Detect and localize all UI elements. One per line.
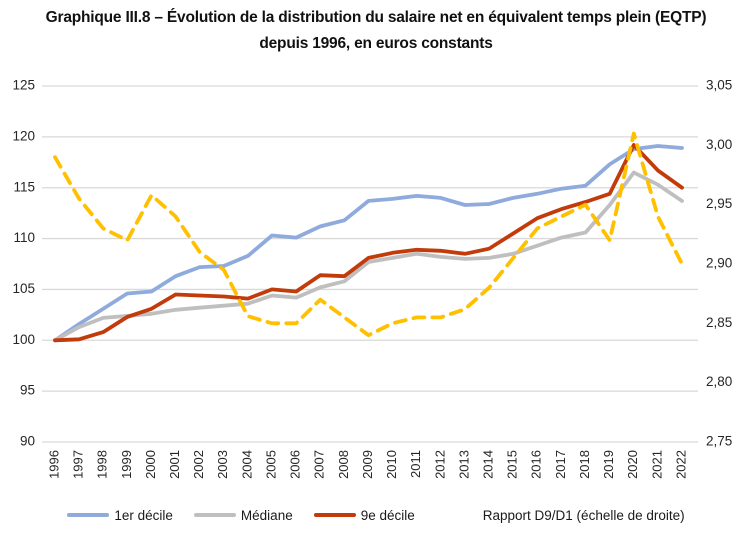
- left-axis-tick-label: 115: [13, 179, 35, 194]
- x-axis-tick-label: 2012: [432, 450, 447, 479]
- x-axis-tick-label: 2015: [505, 450, 520, 479]
- series-line-m-diane: [53, 170, 684, 343]
- x-axis-tick-label: 2000: [143, 450, 158, 479]
- x-axis-tick-label: 2004: [239, 450, 254, 479]
- right-axis-tick-label: 3,00: [706, 137, 732, 152]
- legend-item-9e-d-cile: 9e décile: [313, 507, 415, 523]
- left-axis-tick-label: 125: [12, 78, 35, 93]
- x-axis-tick-label: 2014: [481, 450, 496, 479]
- right-axis-tick-label: 2,90: [706, 256, 732, 271]
- x-axis-tick-label: 1996: [46, 450, 61, 479]
- legend-item-rapport-d9-d1-chelle-de-droite: Rapport D9/D1 (échelle de droite): [436, 508, 685, 523]
- chart-title: Graphique III.8 – Évolution de la distri…: [0, 5, 752, 57]
- left-axis-tick-label: 120: [12, 128, 35, 143]
- series-line-9e-d-cile: [53, 143, 684, 343]
- legend-swatch-1er-d-cile: [67, 513, 110, 517]
- left-axis-tick-label: 110: [13, 230, 35, 245]
- x-axis-tick-label: 2019: [601, 450, 616, 479]
- legend-swatch-rapport-d9-d1-chelle-de-droite: [436, 513, 478, 517]
- x-axis-tick-label: 2008: [336, 450, 351, 479]
- x-axis-tick-label: 2013: [456, 450, 471, 479]
- x-axis-tick-label: 2007: [312, 450, 327, 479]
- legend-label: Médiane: [240, 507, 293, 523]
- left-axis-tick-label: 95: [20, 383, 35, 398]
- legend-label: 1er décile: [114, 507, 173, 523]
- x-axis-tick-label: 2005: [263, 450, 278, 479]
- right-axis-tick-label: 3,05: [706, 78, 732, 93]
- legend: 1er décile Médiane 9e décile Rapport D9/D1 …: [0, 502, 752, 528]
- x-axis-tick-label: 2018: [577, 450, 592, 479]
- left-axis-tick-label: 90: [20, 434, 35, 449]
- right-axis-tick-label: 2,75: [706, 434, 732, 449]
- x-axis-tick-label: 2009: [360, 450, 375, 479]
- right-axis-tick-label: 2,95: [706, 196, 732, 211]
- right-axis-tick-label: 2,85: [706, 315, 732, 330]
- x-axis-tick-label: 2003: [215, 450, 230, 479]
- x-axis-tick-label: 2002: [191, 450, 206, 479]
- x-axis-tick-label: 1997: [71, 450, 86, 479]
- left-axis-tick-label: 100: [12, 332, 35, 347]
- chart-title-line2: depuis 1996, en euros constants: [259, 35, 493, 52]
- right-axis-tick-label: 2,80: [706, 374, 732, 389]
- legend-swatch-m-diane: [193, 513, 236, 517]
- x-axis-tick-label: 2017: [553, 450, 568, 479]
- series-line-1er-d-cile: [53, 144, 684, 343]
- legend-swatch-9e-d-cile: [313, 513, 356, 517]
- left-axis-tick-label: 105: [12, 281, 35, 296]
- x-axis-tick-label: 2010: [384, 450, 399, 479]
- legend-item-1er-d-cile: 1er décile: [67, 508, 173, 523]
- legend-label: 9e décile: [360, 507, 415, 523]
- x-axis-tick-label: 2011: [408, 450, 423, 478]
- chart-title-line1: Graphique III.8 – Évolution de la distri…: [45, 9, 707, 26]
- x-axis-tick-label: 1999: [119, 450, 134, 479]
- legend-item-m-diane: Médiane: [193, 507, 293, 523]
- legend-label: Rapport D9/D1 (échelle de droite): [482, 507, 685, 523]
- x-axis-tick-label: 2020: [625, 450, 640, 479]
- x-axis-tick-label: 2006: [288, 450, 303, 479]
- series-line-rapport-d9-d1-chelle-de-droite: [53, 131, 684, 338]
- x-axis-tick-label: 2022: [673, 450, 688, 479]
- x-axis-tick-label: 2001: [167, 450, 182, 479]
- x-axis-tick-label: 2016: [529, 450, 544, 479]
- x-axis-tick-label: 1998: [95, 450, 110, 479]
- x-axis-tick-label: 2021: [649, 450, 664, 479]
